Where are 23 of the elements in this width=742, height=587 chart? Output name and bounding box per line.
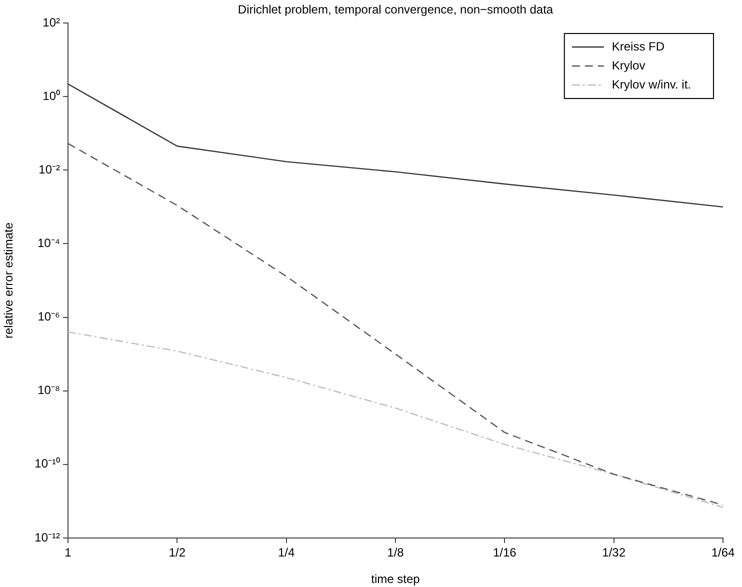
y-tick-label: 10⁻²: [38, 162, 60, 176]
y-tick-label: 10⁻⁶: [38, 310, 60, 324]
y-tick-label: 10⁻⁴: [37, 236, 60, 250]
x-tick-label: 1/2: [168, 546, 186, 560]
y-axis-title: relative error estimate: [2, 222, 16, 339]
line-series: [67, 331, 724, 508]
x-tick-label: 1/8: [387, 546, 404, 560]
x-tick-label: 1/16: [492, 546, 517, 560]
x-axis-title: time step: [371, 572, 420, 586]
chart-title: Dirichlet problem, temporal convergence, non−smooth data: [238, 2, 554, 16]
y-tick-label: 10²: [42, 15, 60, 30]
y-tick-label: 10⁰: [42, 88, 60, 103]
y-tick-label: 10⁻⁸: [38, 383, 60, 398]
legend-label: Krylov w/inv. it.: [612, 77, 691, 92]
x-tick-label: 1/32: [602, 546, 626, 560]
line-series: [67, 142, 724, 506]
x-tick-label: 1: [64, 546, 72, 560]
y-tick-label: 10⁻¹²: [34, 530, 60, 544]
x-tick-label: 1/64: [711, 546, 735, 560]
legend-label: Kreiss FD: [612, 39, 665, 54]
y-tick-label: 10⁻¹⁰: [34, 456, 60, 471]
x-tick-label: 1/4: [278, 546, 295, 560]
legend-label: Krylov: [612, 58, 646, 72]
